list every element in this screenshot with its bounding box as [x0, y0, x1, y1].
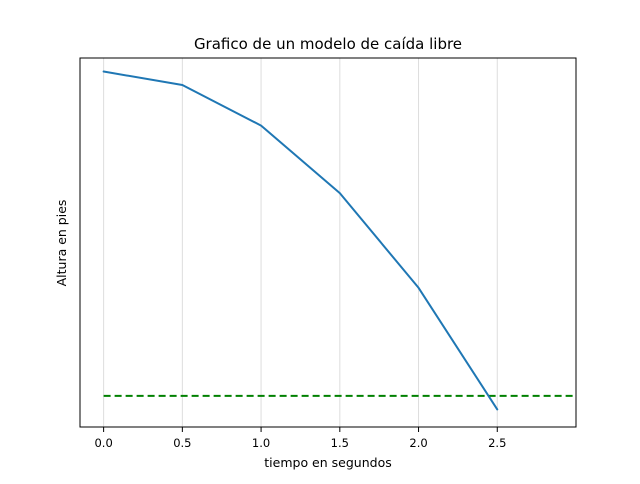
series-layer: [102, 70, 576, 411]
height-series-line: [102, 70, 499, 411]
x-tick-label: 0.0: [94, 436, 112, 450]
x-axis-ticks: 0.0 0.5 1.0 1.5 2.0 2.5: [94, 427, 506, 450]
x-tick-label: 2.5: [488, 436, 506, 450]
x-tick-label: 1.5: [331, 436, 349, 450]
plot-frame: [79, 57, 577, 428]
y-axis-label: Altura en pies: [54, 200, 69, 287]
chart-title: Grafico de un modelo de caída libre: [194, 35, 462, 53]
x-tick-label: 1.0: [252, 436, 270, 450]
x-tick-label: 0.5: [173, 436, 191, 450]
x-tick-label: 2.0: [409, 436, 427, 450]
x-gridlines: [103, 58, 498, 427]
x-axis-label: tiempo en segundos: [264, 455, 391, 470]
